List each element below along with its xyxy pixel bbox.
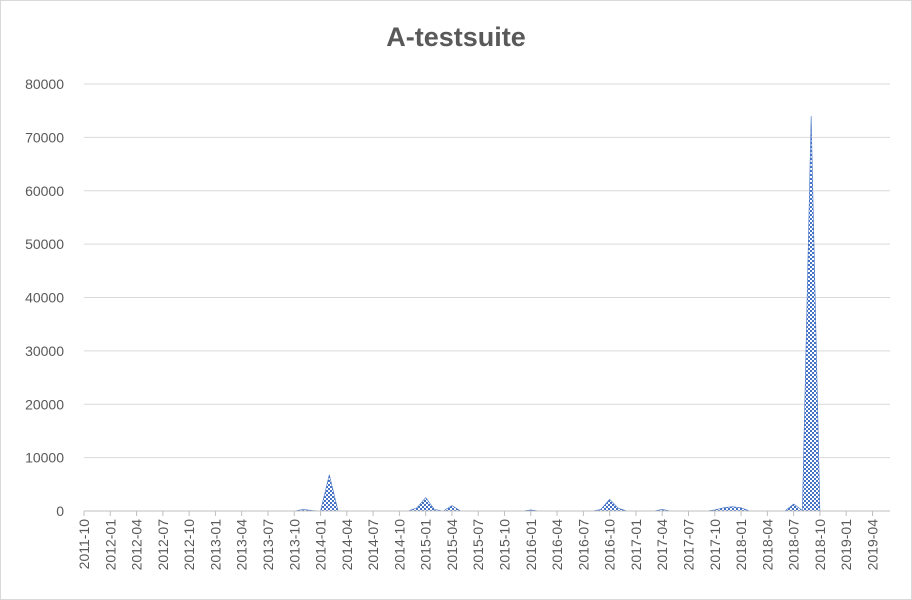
x-tick-label: 2019-04 (864, 519, 880, 571)
x-tick-label: 2014-10 (391, 519, 407, 571)
x-tick-label: 2014-01 (313, 519, 329, 571)
y-tick-label: 30000 (25, 343, 64, 359)
x-tick-label: 2012-10 (181, 519, 197, 571)
x-tick-label: 2015-01 (418, 519, 434, 571)
x-tick-label: 2017-10 (707, 519, 723, 571)
x-tick-label: 2018-04 (759, 519, 775, 571)
x-tick-label: 2015-07 (470, 519, 486, 571)
y-tick-label: 50000 (25, 236, 64, 252)
x-tick-label: 2013-01 (207, 519, 223, 571)
x-tick-label: 2014-07 (365, 519, 381, 571)
y-tick-label: 0 (56, 503, 64, 519)
x-tick-label: 2018-10 (812, 519, 828, 571)
x-tick-label: 2011-10 (76, 519, 92, 570)
y-tick-label: 20000 (25, 396, 64, 412)
chart-title: A-testsuite (386, 22, 526, 52)
x-tick-label: 2016-01 (523, 519, 539, 571)
x-tick-label: 2016-04 (549, 519, 565, 571)
x-tick-label: 2013-10 (286, 519, 302, 571)
x-tick-label: 2012-07 (155, 519, 171, 571)
x-tick-label: 2017-01 (628, 519, 644, 571)
x-tick-label: 2013-04 (234, 519, 250, 571)
x-tick-label: 2018-01 (733, 519, 749, 571)
y-tick-label: 40000 (25, 290, 64, 306)
x-tick-label: 2017-07 (681, 519, 697, 571)
x-tick-label: 2012-04 (129, 519, 145, 571)
y-tick-label: 70000 (25, 129, 64, 145)
x-tick-label: 2015-04 (444, 519, 460, 571)
y-tick-label: 10000 (25, 450, 64, 466)
x-tick-label: 2015-10 (497, 519, 513, 571)
x-tick-label: 2013-07 (260, 519, 276, 571)
y-tick-label: 80000 (25, 76, 64, 92)
series-area (84, 116, 890, 512)
x-tick-label: 2017-04 (654, 519, 670, 571)
x-tick-label: 2014-04 (339, 519, 355, 571)
x-tick-label: 2018-07 (786, 519, 802, 571)
x-tick-label: 2012-01 (102, 519, 118, 571)
x-tick-label: 2016-10 (602, 519, 618, 571)
x-tick-label: 2016-07 (575, 519, 591, 571)
y-tick-label: 60000 (25, 183, 64, 199)
x-tick-label: 2019-01 (838, 519, 854, 571)
